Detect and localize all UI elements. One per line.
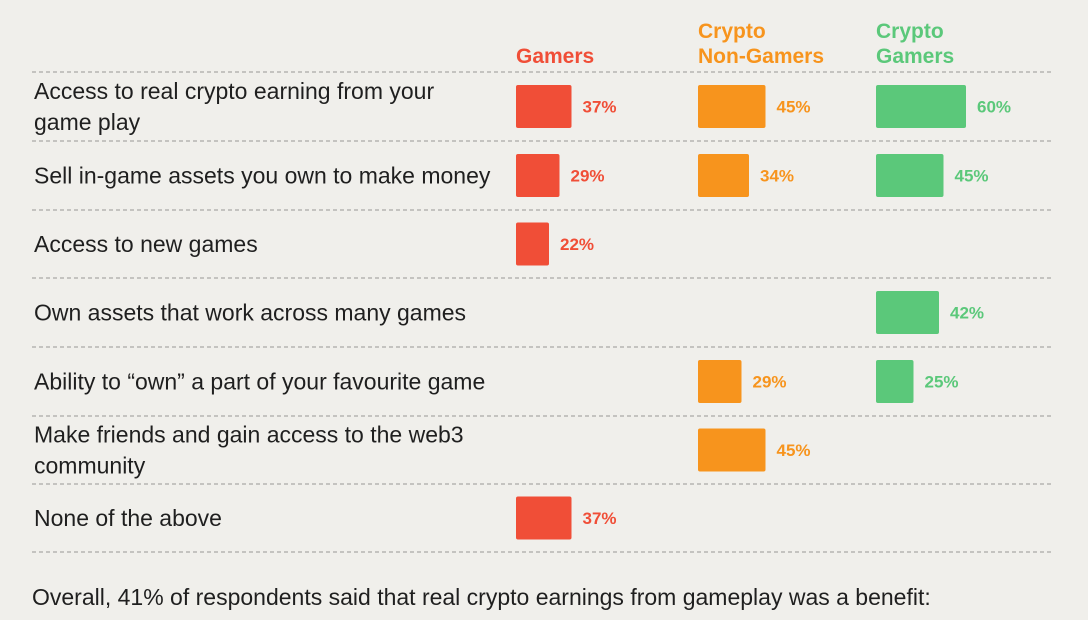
bar <box>876 360 914 403</box>
data-label: 37% <box>583 98 617 117</box>
bar <box>698 85 766 128</box>
data-label: 42% <box>950 304 984 323</box>
row-label: Ability to “own” a part of your favourit… <box>34 369 485 395</box>
row-label: Own assets that work across many games <box>34 300 466 326</box>
data-label: 29% <box>571 167 605 186</box>
row-label: None of the above <box>34 505 222 531</box>
data-label: 45% <box>777 98 811 117</box>
bar <box>876 291 939 334</box>
legend-gamers: Gamers <box>516 45 594 68</box>
bar <box>516 154 560 197</box>
bar <box>516 222 549 266</box>
bar <box>698 154 749 197</box>
data-label: 25% <box>925 373 959 392</box>
bar <box>876 85 966 128</box>
bar <box>516 85 572 128</box>
data-label: 45% <box>777 441 811 460</box>
row-label: Sell in-game assets you own to make mone… <box>34 163 491 189</box>
data-label: 34% <box>760 167 794 186</box>
row-label: Make friends and gain access to the web3… <box>34 422 464 479</box>
bar <box>698 360 742 403</box>
benefits-chart: Gamers Crypto Non-Gamers Crypto Gamers Access… <box>32 20 1052 553</box>
row-label: Access to real crypto earning from your g… <box>34 78 434 135</box>
legend-crypto-gamers: Crypto Gamers <box>876 20 954 68</box>
data-label: 37% <box>583 509 617 528</box>
data-label: 22% <box>560 235 594 254</box>
footer-text: Overall, 41% of respondents said that re… <box>32 584 931 610</box>
row-label: Access to new games <box>34 231 258 257</box>
data-label: 29% <box>753 373 787 392</box>
bar <box>876 154 944 197</box>
data-label: 60% <box>977 98 1011 117</box>
legend-crypto-non-gamers: Crypto Non-Gamers <box>698 20 824 68</box>
bar <box>516 496 572 540</box>
bar <box>698 428 766 472</box>
data-label: 45% <box>955 167 989 186</box>
